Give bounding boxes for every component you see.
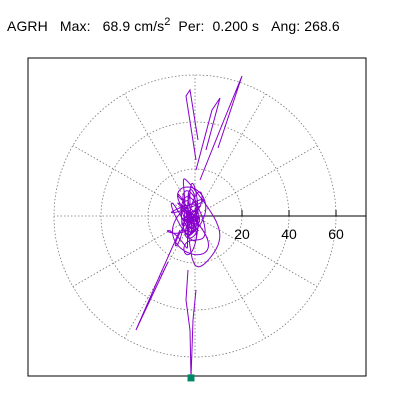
grid-spoke-330 bbox=[194, 215, 318, 287]
grid-spoke-150 bbox=[72, 145, 196, 217]
radial-tick-group: 20 40 60 bbox=[234, 210, 344, 242]
grid-spoke-210 bbox=[72, 215, 196, 287]
grid-spoke-30 bbox=[194, 145, 318, 217]
max-unit: cm/s bbox=[134, 18, 165, 34]
grid-spoke-300 bbox=[194, 215, 266, 339]
trace-spike-3 bbox=[195, 97, 221, 171]
max-label: Max: bbox=[59, 18, 91, 34]
polar-grid bbox=[53, 74, 337, 358]
grid-spoke-60 bbox=[194, 93, 266, 217]
station-name: AGRH bbox=[7, 18, 48, 34]
grid-spoke-240 bbox=[124, 215, 196, 339]
per-label: Per: bbox=[178, 18, 205, 34]
motion-trace bbox=[167, 178, 221, 268]
plot-frame bbox=[27, 57, 367, 377]
trace-spike-0 bbox=[185, 269, 197, 378]
chart-title: AGRH Max: 68.9 cm/s2 Per: 0.200 s Ang: 2… bbox=[7, 16, 340, 34]
grid-spoke-120 bbox=[124, 93, 196, 217]
max-value: 68.9 bbox=[102, 18, 131, 34]
trace-spike-1 bbox=[135, 229, 181, 331]
radial-tick-label-40: 40 bbox=[281, 226, 297, 242]
trace-spike-4 bbox=[185, 88, 199, 161]
trace-spikes bbox=[135, 75, 243, 378]
radial-tick-label-60: 60 bbox=[328, 226, 344, 242]
trace-spike-2 bbox=[199, 75, 243, 181]
max-amplitude-marker bbox=[187, 374, 195, 382]
per-value: 0.200 s bbox=[212, 18, 260, 34]
radial-tick-label-20: 20 bbox=[234, 226, 250, 242]
ang-value: 268.6 bbox=[304, 18, 340, 34]
max-unit-exponent: 2 bbox=[164, 16, 171, 28]
ang-label: Ang: bbox=[271, 18, 301, 34]
